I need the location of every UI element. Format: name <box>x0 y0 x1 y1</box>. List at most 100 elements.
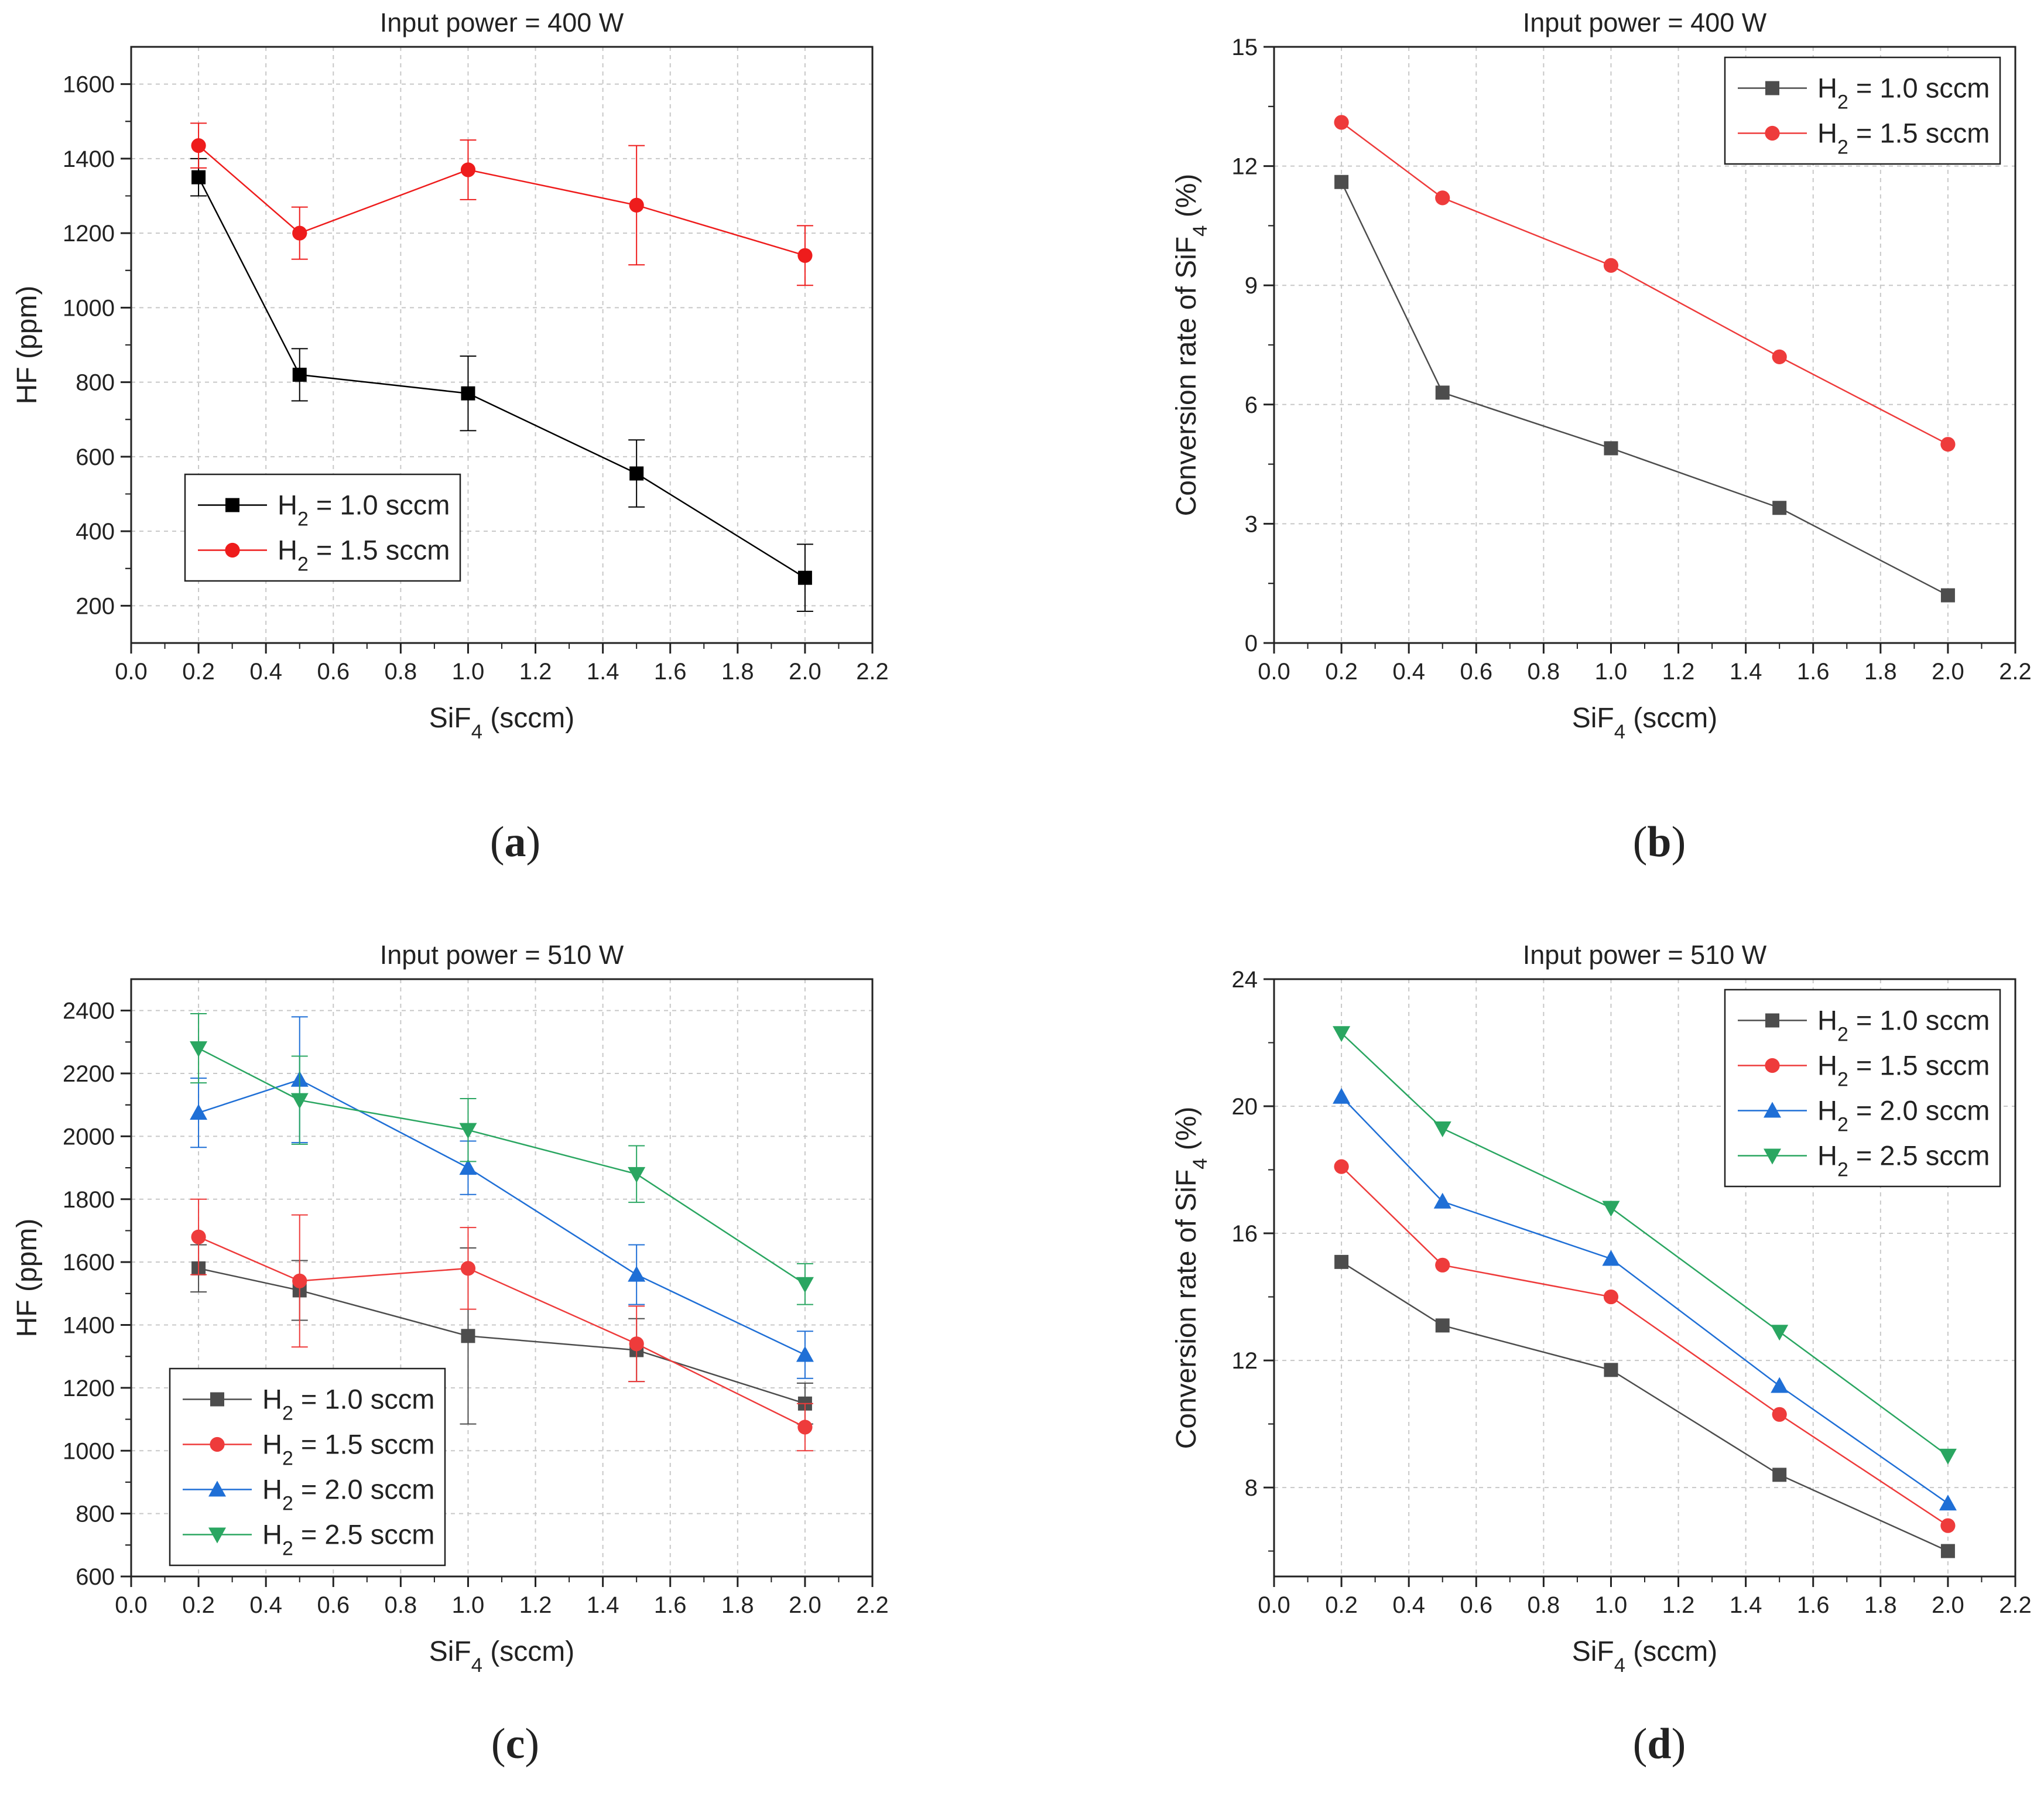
x-tick-label: 1.8 <box>1864 1592 1897 1618</box>
data-point <box>1435 190 1450 206</box>
data-point <box>1772 1407 1787 1422</box>
legend-marker <box>1764 1148 1781 1165</box>
y-tick-label: 800 <box>76 1502 115 1527</box>
series-1 <box>1334 1254 1955 1558</box>
legend-marker <box>1765 1013 1779 1028</box>
y-tick-label: 1000 <box>63 1438 115 1464</box>
data-point <box>629 466 644 481</box>
x-tick-label: 0.4 <box>1392 1592 1425 1618</box>
x-tick-label: 0.0 <box>1258 659 1290 685</box>
data-point <box>292 367 307 382</box>
data-point <box>797 248 813 263</box>
x-tick-label: 0.6 <box>1460 1592 1492 1618</box>
data-point <box>292 1273 307 1288</box>
data-point <box>190 1104 208 1120</box>
chart-panel-b: 0.0 0.2 0.4 0.6 0.8 1.0 1.2 1.4 1.6 1.8 2.0 2.2 0 3 6 9… <box>1171 8 2032 743</box>
series-1 <box>190 158 813 612</box>
data-point <box>1771 1325 1789 1341</box>
x-tick-label: 1.0 <box>452 659 485 685</box>
data-point <box>629 1336 644 1352</box>
legend-marker <box>225 542 240 558</box>
x-tick-label: 1.2 <box>519 659 552 685</box>
data-point <box>290 1093 309 1109</box>
legend-label: H2 = 2.5 sccm <box>262 1519 434 1560</box>
legend-label: H2 = 1.5 sccm <box>1817 1050 1990 1091</box>
y-tick-label: 800 <box>76 370 115 396</box>
series-1 <box>1334 175 1955 603</box>
legend-box <box>1724 56 2001 165</box>
x-tick-label: 1.4 <box>587 659 619 685</box>
y-tick-label: 2200 <box>63 1061 115 1087</box>
data-point <box>191 1229 206 1244</box>
data-point <box>459 1159 477 1175</box>
x-tick-label: 2.0 <box>789 1592 821 1618</box>
x-tick-label: 1.0 <box>452 1592 485 1618</box>
x-tick-label: 2.2 <box>856 659 889 685</box>
y-tick-label: 1200 <box>63 1376 115 1401</box>
x-axis-label: SiF4 (sccm) <box>1572 703 1718 743</box>
legend-box <box>184 473 461 582</box>
data-point <box>1435 385 1450 400</box>
series-2 <box>190 1198 813 1452</box>
y-axis-label: HF (ppm) <box>12 1219 43 1338</box>
data-point <box>461 386 475 401</box>
data-point <box>191 170 206 184</box>
x-tick-label: 1.4 <box>1730 659 1762 685</box>
series-2 <box>1334 115 1956 452</box>
panel-caption: (d) <box>1633 1720 1686 1768</box>
legend-marker <box>1765 81 1779 95</box>
series-line <box>198 1079 806 1356</box>
data-point <box>461 1329 475 1343</box>
series-line <box>1341 1166 1949 1527</box>
legend-marker <box>1765 125 1780 141</box>
legend-marker <box>1765 1058 1780 1073</box>
x-tick-label: 1.2 <box>1662 659 1695 685</box>
x-tick-label: 1.8 <box>721 1592 754 1618</box>
y-tick-label: 1400 <box>63 1313 115 1339</box>
legend-label: H2 = 1.0 sccm <box>278 490 450 531</box>
x-axis-label: SiF4 (sccm) <box>1572 1636 1718 1677</box>
x-tick-label: 0.6 <box>317 659 350 685</box>
x-tick-label: 0.8 <box>385 659 417 685</box>
panel-caption: (c) <box>491 1720 539 1768</box>
x-tick-label: 0.2 <box>182 659 215 685</box>
x-tick-label: 0.2 <box>1325 1592 1358 1618</box>
panel-caption: (b) <box>1633 818 1686 866</box>
legend-marker <box>210 1392 224 1407</box>
x-tick-label: 1.6 <box>1797 1592 1830 1618</box>
x-tick-label: 1.8 <box>1864 659 1897 685</box>
y-tick-label: 12 <box>1232 154 1258 180</box>
data-point <box>1435 1257 1450 1273</box>
y-tick-label: 1600 <box>63 1250 115 1275</box>
data-point <box>1334 1254 1349 1269</box>
data-point <box>1604 1363 1618 1377</box>
chart-title: Input power = 510 W <box>380 940 624 970</box>
data-point <box>1334 1159 1349 1174</box>
data-point <box>1602 1250 1620 1266</box>
legend-marker <box>208 1527 226 1544</box>
legend-marker <box>1764 1102 1781 1118</box>
x-tick-label: 0.0 <box>1258 1592 1290 1618</box>
y-tick-label: 9 <box>1245 273 1258 299</box>
x-tick-label: 1.6 <box>654 659 687 685</box>
x-tick-label: 1.6 <box>654 1592 687 1618</box>
series-2 <box>1334 1159 1956 1533</box>
x-tick-label: 1.2 <box>1662 1592 1695 1618</box>
data-point <box>1772 349 1787 364</box>
data-point <box>1939 1448 1957 1465</box>
data-point <box>629 197 644 213</box>
y-tick-label: 1400 <box>63 146 115 172</box>
x-tick-label: 0.6 <box>1460 659 1492 685</box>
series-4 <box>1333 1026 1957 1465</box>
y-tick-label: 2400 <box>63 998 115 1024</box>
y-tick-label: 0 <box>1245 631 1258 656</box>
x-tick-label: 0.8 <box>1528 659 1560 685</box>
x-tick-label: 0.2 <box>1325 659 1358 685</box>
y-axis-label: Conversion rate of SiF4 (%) <box>1171 1107 1211 1449</box>
legend-label: H2 = 1.5 sccm <box>1817 118 1990 159</box>
x-tick-label: 0.0 <box>115 1592 148 1618</box>
x-axis-label: SiF4 (sccm) <box>429 703 575 743</box>
y-tick-label: 2000 <box>63 1124 115 1150</box>
